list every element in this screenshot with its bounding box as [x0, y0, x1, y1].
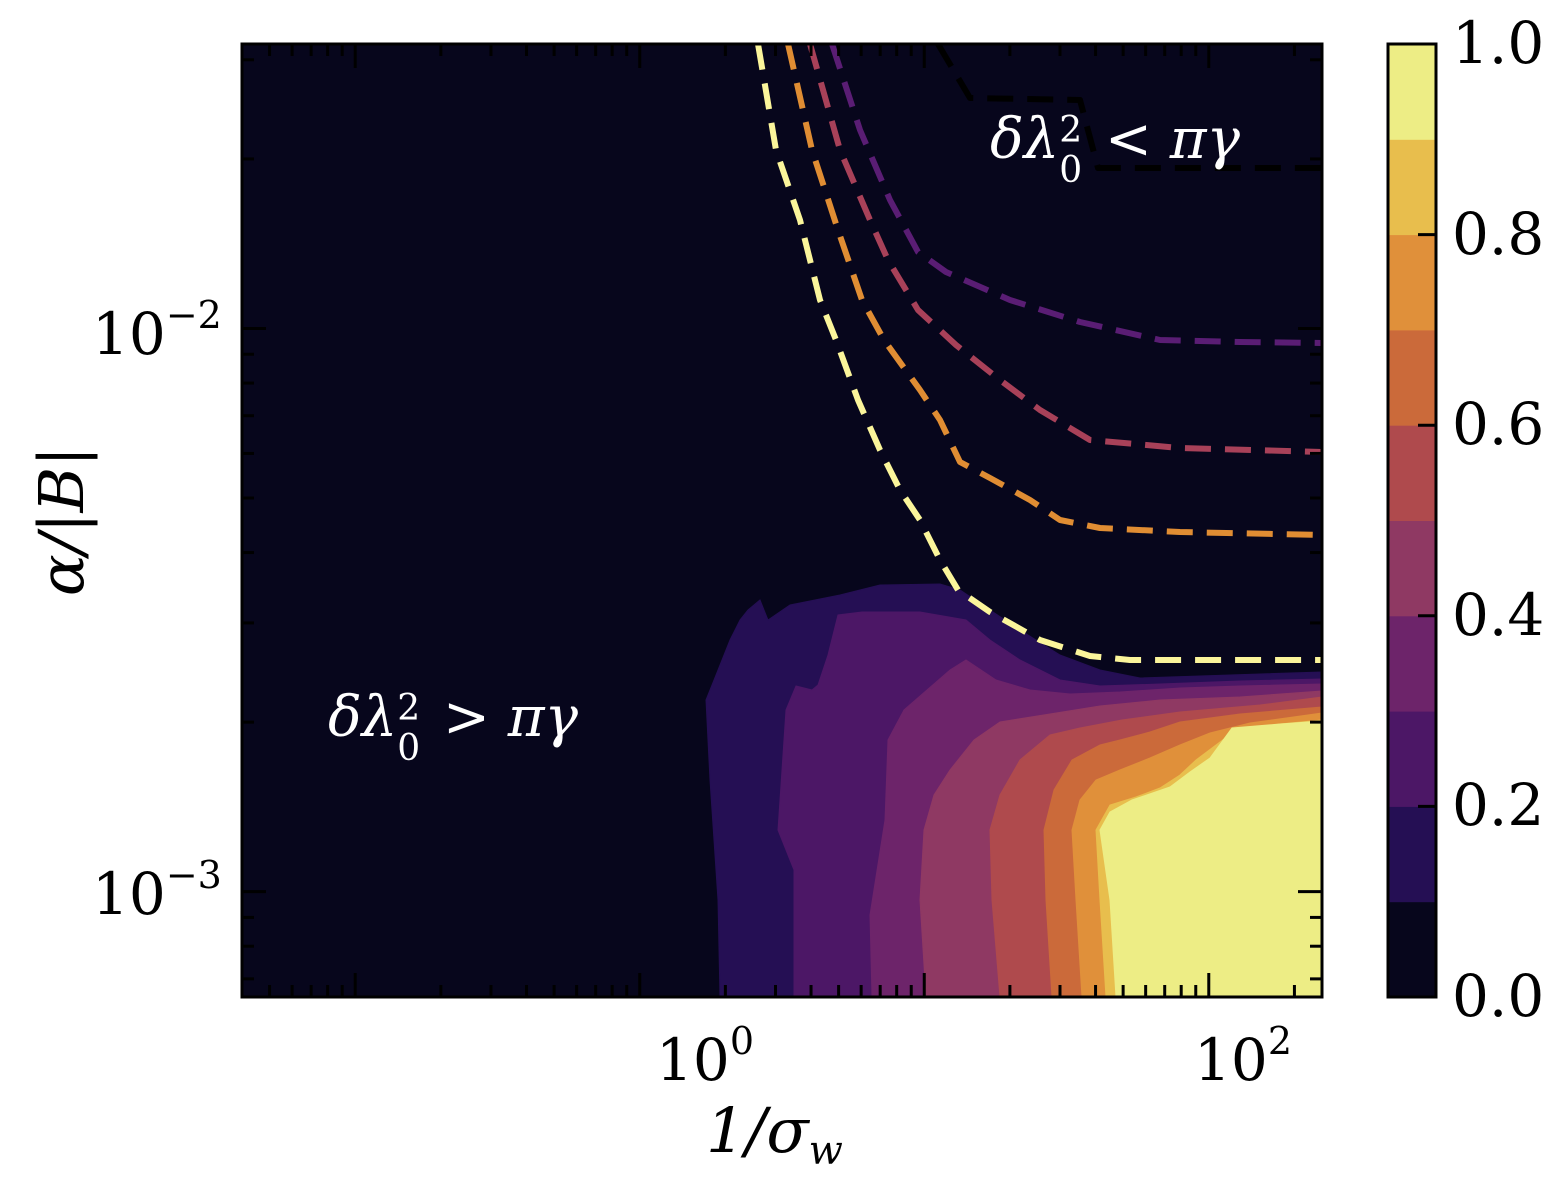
x-tick-label-1e2: 102 — [1194, 1022, 1292, 1089]
colorbar-band-0 — [1388, 901, 1436, 998]
colorbar-tick-label: 0.4 — [1452, 580, 1545, 649]
y-tick-label-1e-3: 10−3 — [92, 856, 222, 923]
y-tick-base: 10 — [92, 300, 166, 368]
x-axis-label-subscript: w — [808, 1128, 843, 1174]
colorbar-tick-label: 0.0 — [1452, 962, 1545, 1030]
colorbar-band-6 — [1388, 329, 1436, 426]
x-axis-label-main: 1/σ — [706, 1094, 809, 1167]
x-tick-base: 10 — [656, 1026, 730, 1094]
dashed-contour-orange — [785, 44, 1322, 538]
dashed-contours — [755, 44, 1322, 663]
colorbar-tick-label: 1.0 — [1452, 9, 1545, 77]
dashed-contour-purple — [829, 44, 1322, 346]
colorbar-band-4 — [1388, 520, 1436, 617]
colorbar-band-7 — [1388, 234, 1436, 331]
y-tick-exponent: −2 — [165, 293, 222, 337]
plot-area — [240, 42, 1324, 999]
annotation-subscript: 0 — [397, 728, 421, 769]
contour-band-level-9 — [1099, 720, 1322, 997]
colorbar-band-9 — [1388, 44, 1436, 140]
y-axis-label-text: α/|B| — [25, 445, 98, 597]
x-axis-label: 1/σw — [706, 1100, 843, 1174]
annotation-relation: > πγ — [425, 685, 579, 750]
annotation-text: δλ — [328, 685, 398, 750]
y-tick-exponent: −3 — [165, 853, 222, 897]
colorbar-band-3 — [1388, 615, 1436, 712]
annotation-upper-right: δλ 2 0 < πγ — [990, 112, 1240, 189]
x-tick-exponent: 2 — [1267, 1019, 1292, 1063]
annotation-lower-left: δλ 2 0 > πγ — [328, 690, 578, 767]
annotation-subscript: 0 — [1059, 150, 1083, 191]
annotation-relation: < πγ — [1087, 107, 1241, 172]
dashed-contour-pale-yellow — [755, 44, 1322, 663]
colorbar-tick-label: 0.2 — [1452, 771, 1545, 840]
colorbar-tick-label: 0.6 — [1452, 390, 1545, 459]
colorbar-band-5 — [1388, 425, 1436, 521]
colorbar-tick-label: 0.8 — [1452, 199, 1545, 268]
dashed-contour-black-boundary — [935, 44, 1322, 171]
annotation-superscript: 2 — [1059, 110, 1083, 151]
plot-frame — [240, 42, 1324, 999]
dashed-contour-rose — [807, 44, 1322, 455]
colorbar — [1386, 42, 1438, 999]
x-tick-base: 10 — [1194, 1026, 1268, 1094]
annotation-superscript: 2 — [397, 688, 421, 729]
colorbar-band-1 — [1388, 806, 1436, 903]
colorbar-band-2 — [1388, 711, 1436, 807]
annotation-text: δλ — [990, 107, 1060, 172]
colorbar-bands — [1388, 44, 1436, 998]
x-tick-label-1e0: 100 — [656, 1022, 754, 1089]
colorbar-ticks — [1418, 42, 1436, 999]
y-tick-base: 10 — [92, 860, 166, 928]
x-tick-exponent: 0 — [729, 1019, 754, 1063]
axis-ticks — [240, 44, 1322, 997]
colorbar-band-8 — [1388, 139, 1436, 236]
y-axis-label: α/|B| — [25, 421, 98, 621]
colorbar-frame — [1386, 42, 1438, 999]
y-tick-label-1e-2: 10−2 — [92, 296, 222, 363]
filled-contours — [705, 583, 1322, 997]
